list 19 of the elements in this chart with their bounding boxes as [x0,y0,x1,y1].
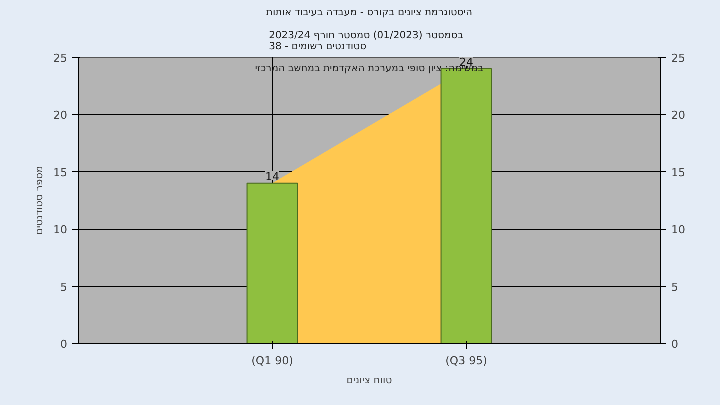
y2-tick-label: 0 [672,338,678,351]
y-tick-label: 20 [54,109,68,122]
y2-tick-label: 25 [672,52,686,65]
y-tick-label: 10 [54,224,68,237]
y-tick-label: 0 [60,338,68,351]
y2-tick-label: 15 [672,166,686,180]
y2-tick-label: 10 [672,224,686,237]
data-label: 14 [266,170,280,184]
y-tick-label: 25 [54,52,68,65]
y-axis-title: מספר סטודנטים [34,166,46,235]
x-axis-title: טווח ציונים [346,376,392,386]
x-tick-label: (Q1 90) [252,354,294,368]
y-tick-label: 5 [60,280,68,294]
y2-tick-label: 5 [672,280,678,294]
chart-subtitle: בסמסטר (01/2023) סמסטר חורף 2023/24 סטודנטים רשומים - 38 [269,30,464,52]
y2-tick-label: 20 [672,109,686,122]
chart-title: היסטוגרמת ציונים בקורס - מעבדה בעיבוד אותות [266,8,473,18]
y-tick-label: 15 [54,166,68,180]
x-tick-label: (Q3 95) [446,354,488,368]
